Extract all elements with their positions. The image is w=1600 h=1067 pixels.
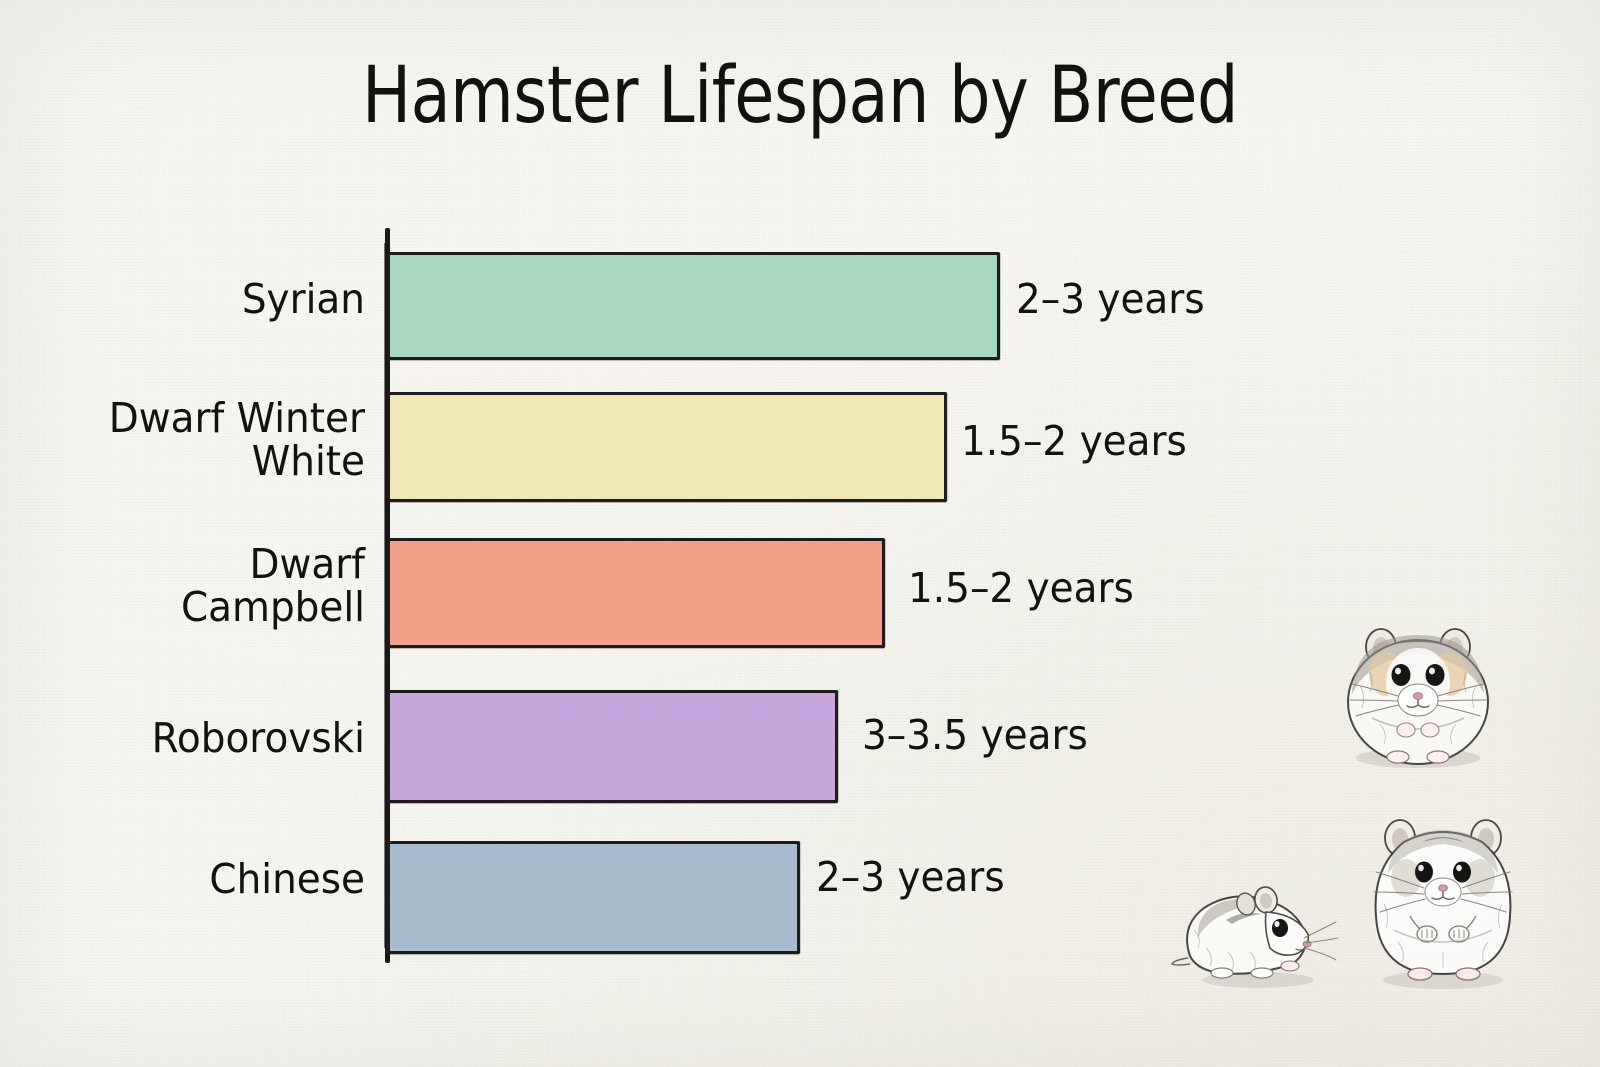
bar-dwarf-campbell[interactable]: [387, 538, 885, 648]
value-label-syrian: 2–3 years: [1016, 275, 1205, 323]
category-label-line: White: [251, 437, 365, 486]
category-label-chinese: Chinese: [209, 855, 365, 903]
category-label-dwarf-winter-white: Dwarf Winter White: [56, 394, 365, 486]
category-label-syrian: Syrian: [241, 275, 365, 323]
value-label-roborovski: 3–3.5 years: [862, 711, 1088, 759]
category-label-roborovski: Roborovski: [151, 714, 365, 762]
bar-dwarf-winter-white[interactable]: [387, 392, 947, 502]
category-label-dwarf-campbell: Dwarf Campbell: [56, 540, 365, 632]
page-title: Hamster Lifespan by Breed: [362, 51, 1238, 141]
value-label-dwarf-campbell: 1.5–2 years: [908, 564, 1134, 612]
value-label-dwarf-winter-white: 1.5–2 years: [961, 417, 1187, 465]
category-label-line: Dwarf Winter: [108, 394, 365, 442]
category-label-line: Dwarf: [249, 540, 365, 588]
bar-chinese[interactable]: [387, 841, 800, 954]
bar-roborovski[interactable]: [387, 690, 838, 803]
category-label-line: Campbell: [180, 583, 365, 632]
value-label-chinese: 2–3 years: [816, 853, 1005, 901]
bar-syrian[interactable]: [387, 252, 1000, 360]
